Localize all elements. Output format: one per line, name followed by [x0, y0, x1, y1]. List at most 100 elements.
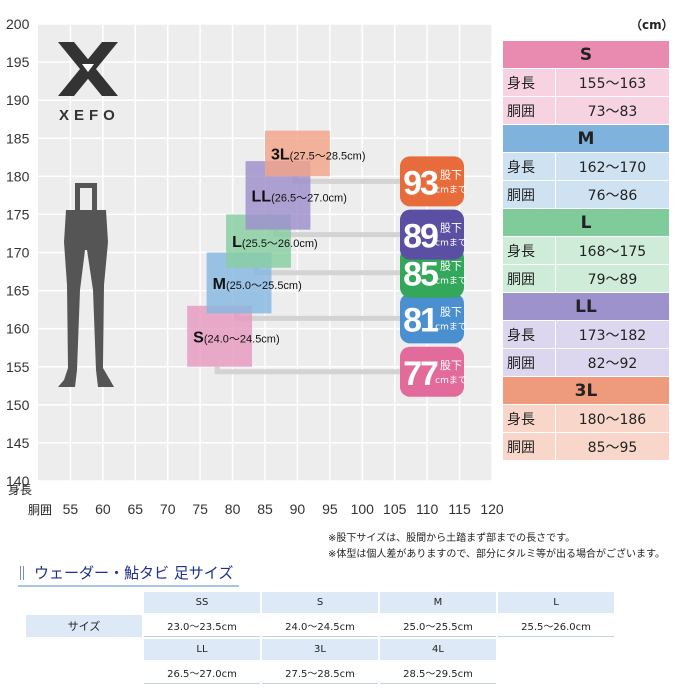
y-tick-label: 180 [6, 168, 30, 184]
logo-wordmark: XEFO [59, 107, 120, 124]
size-table-height-value: 173〜182 [555, 320, 670, 349]
x-tick-label: 95 [322, 501, 338, 517]
size-label-3l: 3L(27.5〜28.5cm) [271, 146, 365, 163]
inseam-unit-top: 股下 [440, 222, 462, 235]
inseam-unit-top: 股下 [440, 305, 462, 318]
inseam-unit-bottom: cmまで [435, 321, 467, 332]
notes: ※股下サイズは、股間から土踏まず部までの長さです。 ※体型は個人差がありますので… [328, 531, 665, 563]
note-fit: ※体型は個人差がありますので、部分にタルミ等が出る場合がございます。 [328, 549, 665, 560]
size-table-header: L [502, 208, 670, 237]
note-inseam: ※股下サイズは、股間から土踏まず部までの長さです。 [328, 533, 576, 544]
y-tick-label: 170 [6, 245, 30, 261]
x-tick-label: 60 [95, 501, 111, 517]
y-tick-label: 145 [6, 435, 30, 451]
x-tick-label: 70 [160, 501, 176, 517]
y-tick-label: 195 [6, 54, 30, 70]
inseam-unit-bottom: cmまで [435, 238, 467, 249]
size-table-row-label: 身長 [502, 320, 556, 349]
boots-size-head: LL [144, 639, 260, 660]
boots-size-head: S [262, 592, 378, 613]
size-table-row-label: 胴囲 [502, 432, 556, 461]
xefo-logo: XEFO [58, 42, 120, 124]
inseam-unit-bottom: cmまで [435, 375, 467, 386]
x-tick-label: 115 [448, 501, 471, 517]
boots-foot-value: 23.0〜23.5cm [144, 615, 260, 637]
inseam-value: 85 [403, 256, 438, 294]
boots-foot-value: 25.0〜25.5cm [380, 615, 496, 637]
size-table-waist-value: 85〜95 [555, 432, 670, 461]
boots-section-title: ウェーダー・鮎タビ 足サイズ [18, 562, 240, 587]
inseam-unit-bottom: cmまで [435, 184, 467, 195]
boots-size-head: 4L [380, 639, 496, 660]
connector-line-s [214, 366, 400, 375]
x-tick-label: 120 [480, 501, 504, 517]
boots-size-head: SS [144, 592, 260, 613]
boots-foot-value: 25.5〜26.0cm [498, 615, 614, 637]
y-tick-label: 160 [6, 321, 30, 337]
size-table-header: LL [502, 292, 670, 321]
x-tick-label: 90 [290, 501, 306, 517]
size-table-row-label: 胴囲 [502, 264, 556, 293]
x-tick-label: 105 [383, 501, 407, 517]
inseam-badge-s: 77 股下 cmまで [400, 346, 467, 397]
x-tick-label: 110 [416, 501, 439, 517]
size-table-row-label: 胴囲 [502, 96, 556, 125]
size-table-waist-value: 76〜86 [555, 180, 670, 209]
inseam-badge-3l: 93 股下 cmまで [400, 156, 467, 207]
inseam-unit-bottom: cmまで [435, 276, 467, 287]
size-label-ll: LL(26.5〜27.0cm) [252, 188, 347, 205]
inseam-value: 77 [403, 355, 438, 393]
size-table-height-value: 180〜186 [555, 404, 670, 433]
boots-title-text: ウェーダー・鮎タビ 足サイズ [34, 564, 234, 582]
size-table-row-label: 身長 [502, 68, 556, 97]
size-table-header: M [502, 124, 670, 153]
size-table-waist-value: 82〜92 [555, 348, 670, 377]
size-table: S 身長 155〜163 胴囲 73〜83 M 身長 162〜170 胴囲 76〜86 L 身長 168… [502, 40, 670, 461]
size-label-m: M(25.0〜25.5cm) [213, 276, 302, 293]
size-table-row-label: 身長 [502, 236, 556, 265]
inseam-value: 89 [403, 218, 438, 256]
y-tick-label: 190 [6, 92, 30, 108]
boots-row-label: サイズ [26, 615, 142, 637]
size-table-waist-value: 79〜89 [555, 264, 670, 293]
boots-foot-value: 24.0〜24.5cm [262, 615, 378, 637]
size-label-s: S(24.0〜24.5cm) [193, 329, 279, 346]
x-mark-icon [58, 42, 118, 96]
y-tick-label: 150 [6, 397, 30, 413]
x-tick-label: 100 [351, 501, 375, 517]
boots-foot-value: 26.5〜27.0cm [144, 662, 260, 684]
inseam-unit-top: 股下 [440, 359, 462, 372]
title-stripe-icon [20, 566, 26, 580]
boots-size-table: SS S M L サイズ 23.0〜23.5cm 24.0〜24.5cm 25.… [24, 590, 616, 686]
size-box-3l [265, 130, 330, 177]
y-tick-label: 165 [6, 283, 30, 299]
y-tick-label: 175 [6, 206, 30, 222]
size-chart: 140 145 150 155 160 165 170 175 180 185 190 195 200 5… [6, 16, 504, 517]
size-table-height-value: 168〜175 [555, 236, 670, 265]
inseam-badge-l: 85 股下 cmまで [400, 247, 467, 298]
size-table-row-label: 胴囲 [502, 180, 556, 209]
inseam-value: 81 [403, 301, 438, 339]
size-table-height-value: 162〜170 [555, 152, 670, 181]
size-box-s [187, 305, 253, 367]
y-tick-label: 200 [6, 16, 30, 32]
y-tick-label: 140 [6, 473, 30, 489]
x-tick-label: 75 [192, 501, 208, 517]
y-axis-label: 身長 [8, 482, 32, 497]
size-table-row-label: 身長 [502, 404, 556, 433]
x-tick-label: 65 [127, 501, 143, 517]
size-label-l: L(25.5〜26.0cm) [232, 234, 318, 251]
boots-size-head: M [380, 592, 496, 613]
inseam-unit-top: 股下 [440, 260, 462, 273]
boots-size-head: L [498, 592, 614, 613]
inseam-value: 93 [403, 164, 438, 202]
boots-size-head: 3L [262, 639, 378, 660]
wader-silhouette-icon [58, 183, 114, 387]
x-tick-label: 80 [225, 501, 241, 517]
inseam-badge-m: 81 股下 cmまで [400, 293, 467, 344]
inseam-badge-ll: 89 股下 cmまで [400, 209, 467, 260]
boots-foot-value: 27.5〜28.5cm [262, 662, 378, 684]
size-table-header: S [502, 40, 670, 69]
y-tick-label: 155 [6, 359, 30, 375]
size-table-row-label: 身長 [502, 152, 556, 181]
